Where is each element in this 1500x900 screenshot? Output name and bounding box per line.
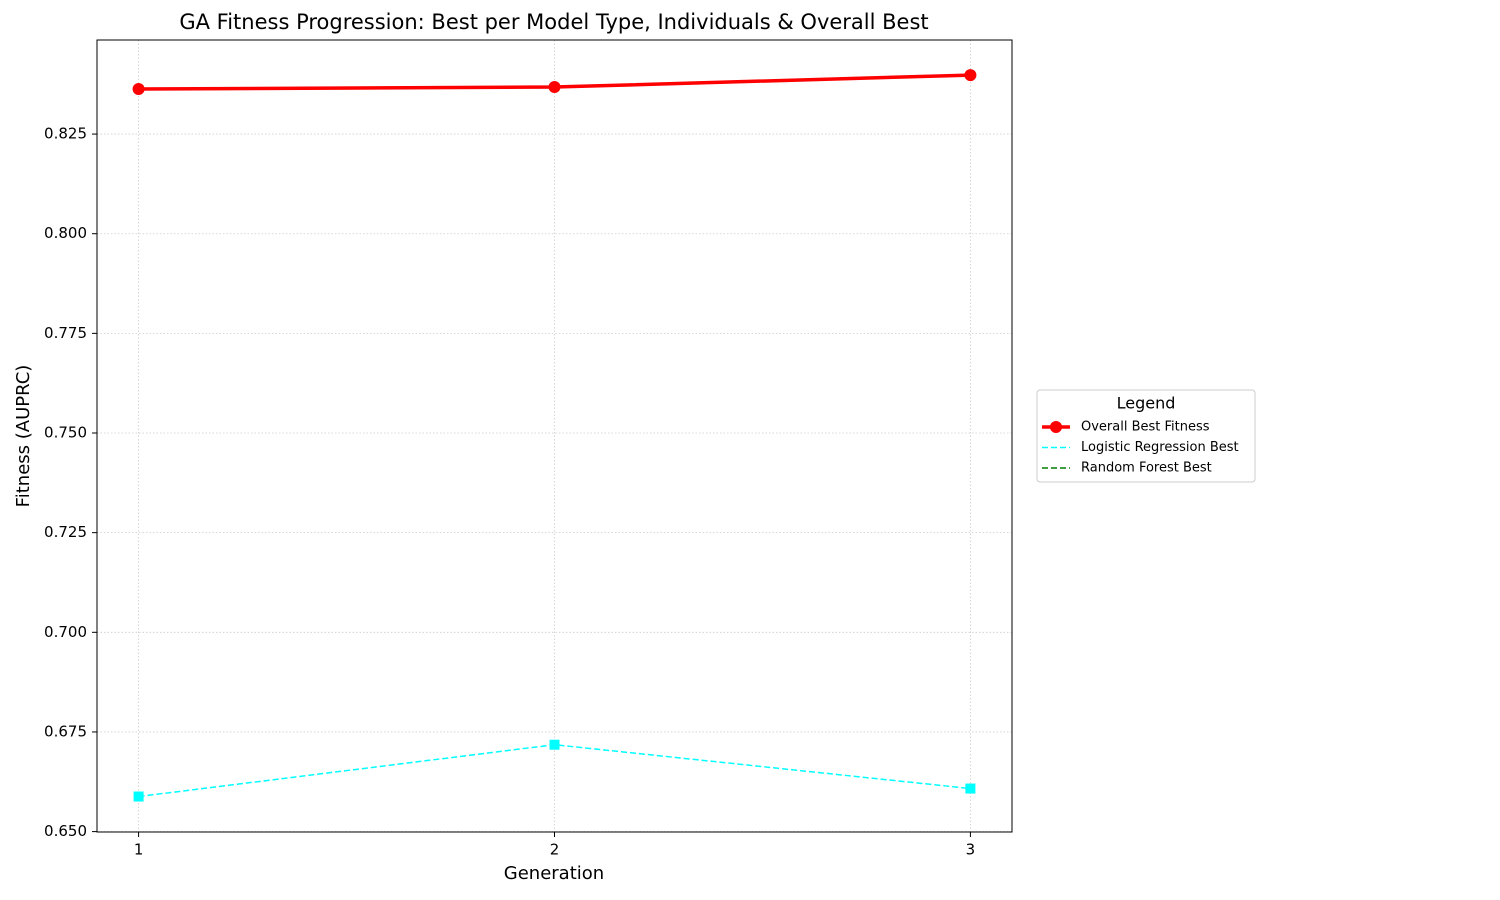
y-tick-label: 0.750: [44, 424, 87, 442]
legend-label: Overall Best Fitness: [1081, 420, 1210, 435]
data-point: [548, 81, 561, 94]
data-point: [133, 791, 144, 802]
legend-box: [1036, 389, 1256, 483]
y-tick-label: 0.650: [44, 822, 87, 840]
data-point: [132, 83, 145, 96]
legend-label: Random Forest Best: [1081, 461, 1212, 476]
y-tick-label: 0.700: [44, 623, 87, 641]
y-tick-label: 0.825: [44, 125, 87, 143]
x-tick-label: 3: [966, 841, 976, 859]
x-tick-label: 2: [550, 841, 560, 859]
data-point: [965, 783, 976, 794]
y-tick-label: 0.800: [44, 224, 87, 242]
y-tick-label: 0.775: [44, 324, 87, 342]
legend-label: Logistic Regression Best: [1081, 440, 1239, 455]
y-axis-label: Fitness (AUPRC): [13, 365, 34, 508]
data-point: [964, 69, 977, 82]
chart-title: GA Fitness Progression: Best per Model T…: [179, 10, 928, 34]
legend-title: Legend: [1117, 394, 1176, 413]
data-point: [549, 739, 560, 750]
x-axis-label: Generation: [504, 863, 604, 884]
y-tick-label: 0.675: [44, 722, 87, 740]
x-tick-label: 1: [134, 841, 144, 859]
y-tick-label: 0.725: [44, 523, 87, 541]
plot-frame: [96, 39, 1013, 833]
legend-marker: [1050, 421, 1062, 433]
